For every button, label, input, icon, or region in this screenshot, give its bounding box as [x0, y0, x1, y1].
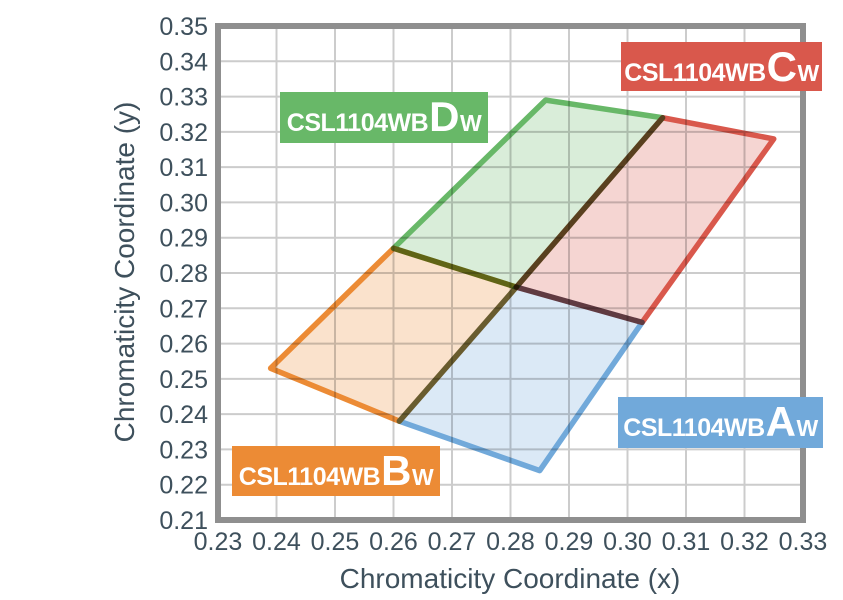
region-CSL1104WBCW [513, 114, 777, 326]
x-tick-0.26: 0.26 [369, 528, 418, 556]
y-tick-0.25: 0.25 [159, 366, 208, 394]
x-tick-0.23: 0.23 [194, 528, 243, 556]
y-tick-0.34: 0.34 [159, 48, 208, 76]
bin-label-C-prefix: CSL1104WB [624, 59, 766, 87]
bin-label-A-sub: W [796, 415, 819, 441]
y-tick-0.33: 0.33 [159, 84, 208, 112]
bin-label-D-sub: W [460, 110, 482, 136]
y-tick-0.24: 0.24 [159, 401, 208, 429]
y-tick-labels: 0.21 0.22 0.23 0.24 0.25 0.26 0.27 0.28 0.29 0.30… [159, 13, 208, 535]
x-tick-0.30: 0.30 [603, 528, 652, 556]
x-tick-labels: 0.23 0.24 0.25 0.26 0.27 0.28 0.29 0.30 0.31 0.32… [194, 528, 828, 556]
bin-label-D-prefix: CSL1104WB [286, 109, 429, 137]
x-tick-0.25: 0.25 [311, 528, 360, 556]
y-tick-0.28: 0.28 [159, 260, 208, 288]
bin-label-A: CSL1104WB A W [618, 397, 823, 448]
bin-label-B-prefix: CSL1104WB [238, 463, 381, 491]
y-tick-0.21: 0.21 [159, 507, 208, 535]
y-axis-title: Chromaticity Coordinate (y) [109, 102, 140, 443]
y-tick-0.30: 0.30 [159, 189, 208, 217]
bin-label-B: CSL1104WB B W [232, 446, 440, 496]
x-tick-0.31: 0.31 [662, 528, 711, 556]
bin-label-C-sub: W [797, 60, 820, 86]
bin-label-B-letter: B [381, 447, 411, 494]
bin-label-A-prefix: CSL1104WB [623, 414, 765, 442]
y-tick-0.23: 0.23 [159, 436, 208, 464]
bin-label-C: CSL1104WB C W [621, 42, 822, 91]
y-tick-0.26: 0.26 [159, 331, 208, 359]
bin-label-D: CSL1104WB D W [280, 92, 488, 143]
y-tick-0.35: 0.35 [159, 13, 208, 41]
bin-label-A-letter: A [765, 398, 796, 445]
y-tick-0.32: 0.32 [159, 119, 208, 147]
y-tick-0.29: 0.29 [159, 225, 208, 253]
bin-label-B-sub: W [412, 464, 434, 490]
x-tick-0.32: 0.32 [720, 528, 769, 556]
x-tick-0.33: 0.33 [779, 528, 828, 556]
plot-border [215, 23, 806, 523]
y-tick-0.27: 0.27 [159, 295, 208, 323]
x-tick-0.29: 0.29 [545, 528, 594, 556]
x-axis-title: Chromaticity Coordinate (x) [340, 563, 681, 594]
x-tick-0.27: 0.27 [428, 528, 477, 556]
bin-label-C-letter: C [766, 43, 797, 90]
y-tick-0.22: 0.22 [159, 472, 208, 500]
bin-label-D-letter: D [429, 93, 459, 140]
x-tick-0.24: 0.24 [252, 528, 301, 556]
y-tick-0.31: 0.31 [159, 154, 208, 182]
x-tick-0.28: 0.28 [486, 528, 535, 556]
regions-group [267, 97, 777, 474]
